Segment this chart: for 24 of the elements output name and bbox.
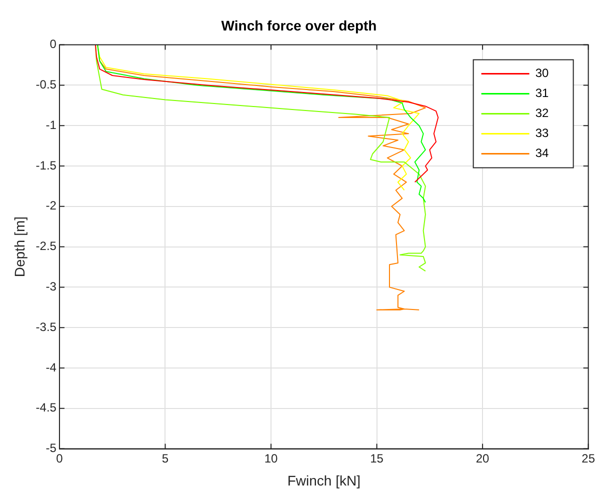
y-tick-label: 0 bbox=[50, 37, 57, 52]
legend-label: 34 bbox=[535, 146, 549, 160]
x-tick-label: 5 bbox=[162, 451, 169, 466]
x-tick-label: 15 bbox=[370, 451, 384, 466]
chart-title: Winch force over depth bbox=[221, 17, 377, 34]
x-axis-title: Fwinch [kN] bbox=[287, 472, 360, 488]
y-tick-label: -3 bbox=[46, 280, 57, 294]
x-tick-label: 20 bbox=[476, 451, 490, 466]
y-tick-label: -1 bbox=[46, 118, 57, 132]
y-tick-label: -0.5 bbox=[36, 78, 57, 92]
y-tick-label: -4.5 bbox=[36, 400, 57, 415]
y-tick-label: -2 bbox=[46, 198, 57, 213]
y-tick-label: -2.5 bbox=[36, 239, 57, 254]
y-tick-label: -3.5 bbox=[36, 320, 57, 334]
legend-label: 33 bbox=[535, 126, 549, 140]
legend-label: 31 bbox=[535, 86, 549, 100]
y-tick-label: -1.5 bbox=[36, 158, 57, 172]
legend-label: 30 bbox=[535, 66, 549, 80]
legend-label: 32 bbox=[535, 106, 549, 120]
y-tick-label: -4 bbox=[46, 360, 57, 374]
x-tick-label: 25 bbox=[582, 451, 596, 466]
x-tick-label: 10 bbox=[264, 451, 278, 466]
y-axis-title: Depth [m] bbox=[11, 216, 28, 278]
y-tick-label: -5 bbox=[46, 441, 57, 456]
